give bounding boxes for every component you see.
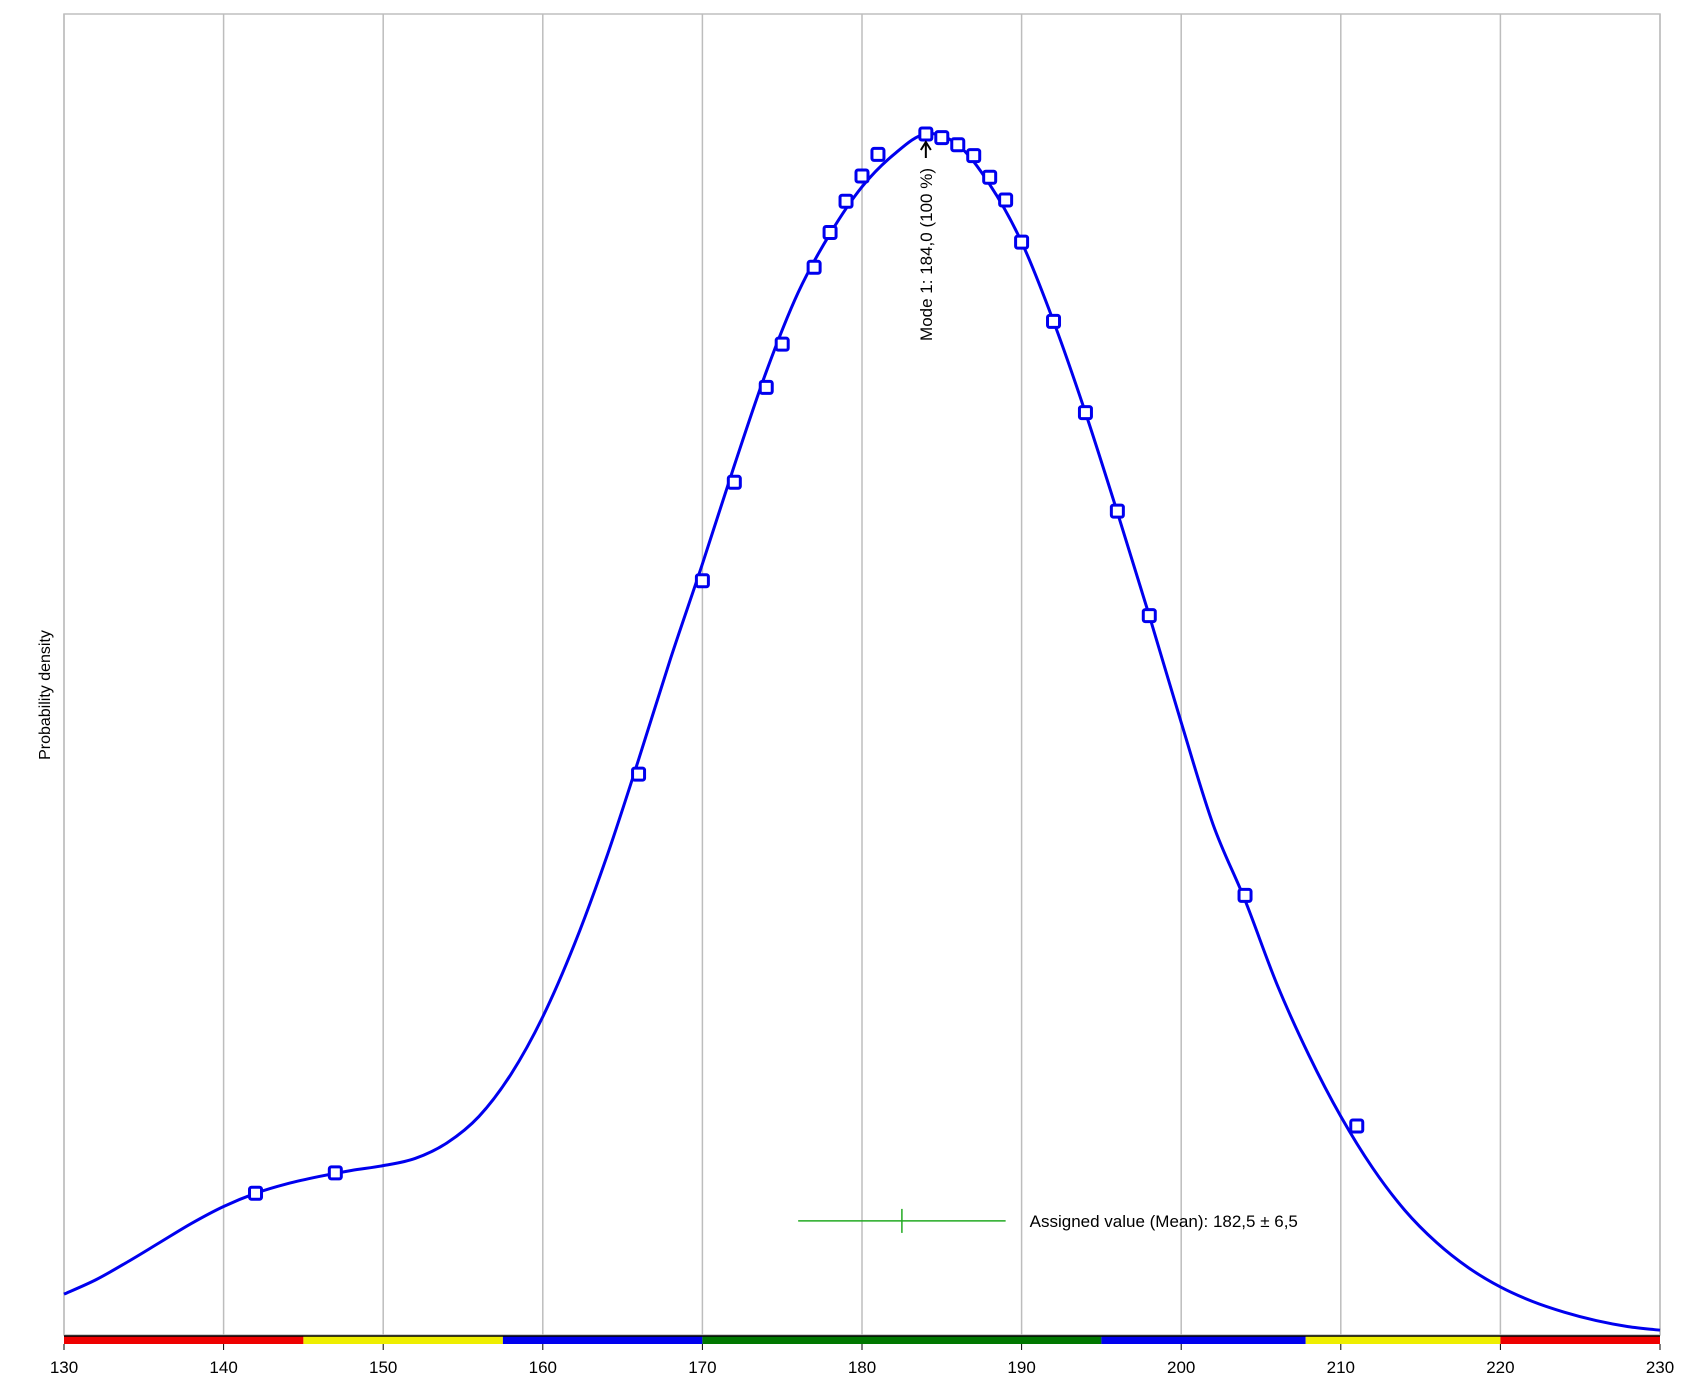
data-point-7 — [806, 259, 822, 275]
data-point-16 — [982, 169, 998, 185]
density-curve — [63, 132, 1661, 1332]
x-tick-label-230: 230 — [1646, 1358, 1674, 1377]
data-point-3 — [694, 573, 710, 589]
color-bar-segment-6 — [1500, 1336, 1660, 1344]
x-tick-label-200: 200 — [1167, 1358, 1195, 1377]
x-tick-label-180: 180 — [848, 1358, 876, 1377]
data-point-9 — [838, 193, 854, 209]
y-axis-label: Probability density — [37, 630, 54, 760]
color-bar-segment-5 — [1305, 1336, 1501, 1344]
data-point-10 — [854, 168, 870, 184]
data-point-21 — [1109, 503, 1125, 519]
color-bar-segment-0 — [64, 1336, 304, 1344]
data-point-24 — [1349, 1118, 1365, 1134]
data-point-15 — [966, 148, 982, 164]
x-tick-label-170: 170 — [688, 1358, 716, 1377]
data-point-1 — [327, 1165, 343, 1181]
data-point-12 — [918, 126, 934, 142]
mode-label: Mode 1: 184,0 (100 %) — [917, 168, 936, 341]
data-point-20 — [1077, 405, 1093, 421]
data-point-8 — [822, 224, 838, 240]
x-tick-label-130: 130 — [50, 1358, 78, 1377]
x-tick-label-190: 190 — [1007, 1358, 1035, 1377]
data-point-2 — [631, 766, 647, 782]
data-point-19 — [1046, 313, 1062, 329]
color-bar-segment-3 — [702, 1336, 1102, 1344]
data-point-6 — [774, 336, 790, 352]
data-point-0 — [248, 1185, 264, 1201]
density-curve-group — [63, 132, 1661, 1332]
data-point-4 — [726, 474, 742, 490]
x-tick-labels: 130 140 150 160 170 180 190 200 210 220 230 — [50, 1344, 1674, 1377]
x-tick-label-150: 150 — [369, 1358, 397, 1377]
zone-color-bar — [64, 1335, 1660, 1344]
mode-arrow-head — [919, 140, 932, 151]
data-point-18 — [1014, 234, 1030, 250]
data-point-22 — [1141, 608, 1157, 624]
grid-lines — [63, 13, 1661, 1336]
annotations: Mode 1: 184,0 (100 %) Assigned value (Mea… — [798, 140, 1298, 1233]
color-bar-segment-1 — [303, 1336, 503, 1344]
x-tick-label-210: 210 — [1327, 1358, 1355, 1377]
data-point-13 — [934, 130, 950, 146]
assigned-value-label: Assigned value (Mean): 182,5 ± 6,5 — [1030, 1212, 1298, 1231]
density-markers-group — [248, 126, 1365, 1201]
data-point-14 — [950, 137, 966, 153]
color-bar-segment-2 — [502, 1336, 703, 1344]
data-point-5 — [758, 379, 774, 395]
color-bar-segment-4 — [1101, 1336, 1306, 1344]
data-point-17 — [998, 192, 1014, 208]
data-point-11 — [870, 146, 886, 162]
data-point-23 — [1237, 887, 1253, 903]
x-tick-label-220: 220 — [1486, 1358, 1514, 1377]
x-tick-label-160: 160 — [529, 1358, 557, 1377]
x-tick-label-140: 140 — [209, 1358, 237, 1377]
